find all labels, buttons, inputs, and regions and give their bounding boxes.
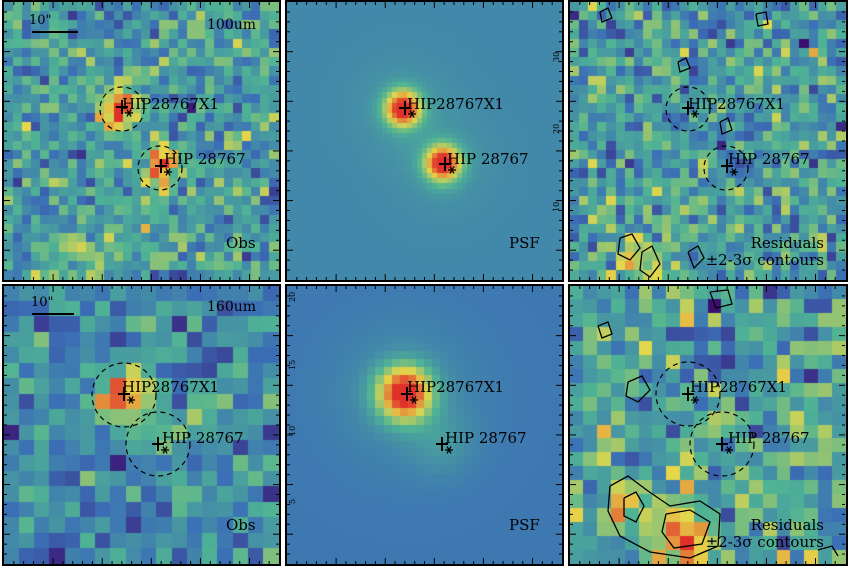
- axis-tick-label: 20: [288, 292, 297, 302]
- source-label-hip28767: HIP 28767: [164, 150, 246, 168]
- aperture-circle: [703, 145, 749, 191]
- aperture-circle: [91, 362, 157, 428]
- source-marker-hip28767: [152, 437, 169, 454]
- aperture-circle: [655, 361, 721, 427]
- aperture-circle: [99, 86, 145, 132]
- source-label-hip28767x1: HIP28767X1: [407, 95, 505, 113]
- panel-label-obs: Obs: [226, 516, 256, 534]
- source-label-hip28767: HIP 28767: [445, 429, 527, 447]
- panel-160um-residuals: HIP28767X1 HIP 28767 Residuals ±2-3σ con…: [568, 284, 848, 566]
- residual-contour: [617, 233, 641, 261]
- source-marker-hip28767: [721, 159, 738, 176]
- residual-contour: [755, 11, 769, 27]
- overlay-100um-residuals: [570, 2, 845, 280]
- aperture-circle: [125, 411, 191, 477]
- heatmap-160um-observed: [4, 286, 279, 564]
- aperture-circle: [665, 86, 711, 132]
- panel-label-obs: Obs: [226, 234, 256, 252]
- source-label-hip28767: HIP 28767: [728, 429, 810, 447]
- panel-label-psf: PSF: [509, 234, 540, 252]
- residual-contour: [687, 245, 705, 270]
- source-marker-hip28767x1: [682, 387, 699, 404]
- source-label-hip28767: HIP 28767: [728, 150, 810, 168]
- scale-bar-label: 10": [31, 295, 54, 310]
- panel-100um-psf: 30 20 10 HIP28767X1 HIP 28767 PSF: [285, 0, 564, 282]
- residual-contour: [661, 509, 711, 549]
- source-marker-hip28767x1: [682, 101, 699, 118]
- axis-tick-label: 10: [552, 202, 561, 212]
- source-marker-hip28767: [436, 437, 453, 454]
- axis-ticks: [287, 2, 562, 280]
- axis-ticks: [570, 286, 845, 564]
- axis-ticks: [4, 2, 279, 280]
- source-marker-hip28767x1: [118, 387, 135, 404]
- overlay-160um-residuals: [570, 286, 845, 564]
- axis-ticks: [287, 286, 562, 564]
- heatmap-100um-psf: [287, 2, 562, 280]
- source-label-hip28767x1: HIP28767X1: [122, 378, 220, 396]
- source-label-hip28767x1: HIP28767X1: [688, 95, 786, 113]
- aperture-circle: [137, 145, 183, 191]
- residual-contour: [599, 7, 613, 23]
- overlay-160um-psf: 20 15 10 5: [287, 286, 562, 564]
- panel-sublabel-contours: ±2-3σ contours: [705, 533, 824, 551]
- axis-tick-label: 20: [552, 124, 561, 134]
- panel-160um-psf: 20 15 10 5 HIP28767X1 HIP 28767 PSF: [285, 284, 564, 566]
- panel-label-psf: PSF: [509, 516, 540, 534]
- source-label-hip28767x1: HIP28767X1: [122, 95, 220, 113]
- band-label: 100um: [207, 17, 257, 33]
- band-label: 160um: [207, 299, 257, 315]
- panel-100um-observed: 10" 100um HIP28767X1 HIP 28767 Obs: [2, 0, 281, 282]
- source-marker-hip28767x1: [116, 100, 133, 117]
- overlay-100um-psf: 30 20 10: [287, 2, 562, 280]
- residual-contour: [719, 117, 733, 135]
- source-label-hip28767x1: HIP28767X1: [690, 378, 788, 396]
- panel-label-residuals: Residuals: [750, 516, 824, 534]
- heatmap-100um-observed: [4, 2, 279, 280]
- heatmap-100um-residuals: [570, 2, 846, 280]
- axis-tick-label: 30: [552, 52, 561, 62]
- axis-tick-label: 15: [288, 360, 297, 370]
- overlay-100um-observed: [4, 2, 279, 280]
- axis-ticks: [570, 2, 845, 280]
- source-marker-hip28767: [439, 157, 456, 174]
- scale-bar-label: 10": [29, 13, 52, 28]
- panel-160um-observed: 10" 160um HIP28767X1 HIP 28767 Obs: [2, 284, 281, 566]
- axis-tick-label: 5: [288, 499, 297, 504]
- residual-contour: [623, 491, 645, 523]
- panel-label-residuals: Residuals: [750, 234, 824, 252]
- source-label-hip28767x1: HIP28767X1: [407, 378, 505, 396]
- panel-100um-residuals: HIP28767X1 HIP 28767 Residuals ±2-3σ con…: [568, 0, 848, 282]
- panel-sublabel-contours: ±2-3σ contours: [705, 251, 824, 269]
- axis-tick-label: 10: [288, 426, 297, 436]
- residual-contour: [709, 289, 733, 309]
- overlay-160um-observed: [4, 286, 279, 564]
- source-label-hip28767: HIP 28767: [447, 150, 529, 168]
- heatmap-160um-psf: [287, 286, 562, 564]
- residual-contour: [817, 545, 839, 557]
- residual-contour: [677, 57, 691, 73]
- source-label-hip28767: HIP 28767: [162, 429, 244, 447]
- source-marker-hip28767x1: [399, 101, 416, 118]
- source-marker-hip28767: [716, 437, 733, 454]
- residual-contour: [625, 375, 651, 403]
- source-marker-hip28767: [155, 159, 172, 176]
- residual-contour: [607, 475, 721, 559]
- heatmap-160um-residuals: [570, 286, 846, 564]
- residual-contour: [597, 321, 613, 339]
- aperture-circle: [689, 411, 755, 477]
- source-marker-hip28767x1: [401, 387, 418, 404]
- axis-ticks: [4, 286, 279, 564]
- residual-contour: [639, 245, 661, 278]
